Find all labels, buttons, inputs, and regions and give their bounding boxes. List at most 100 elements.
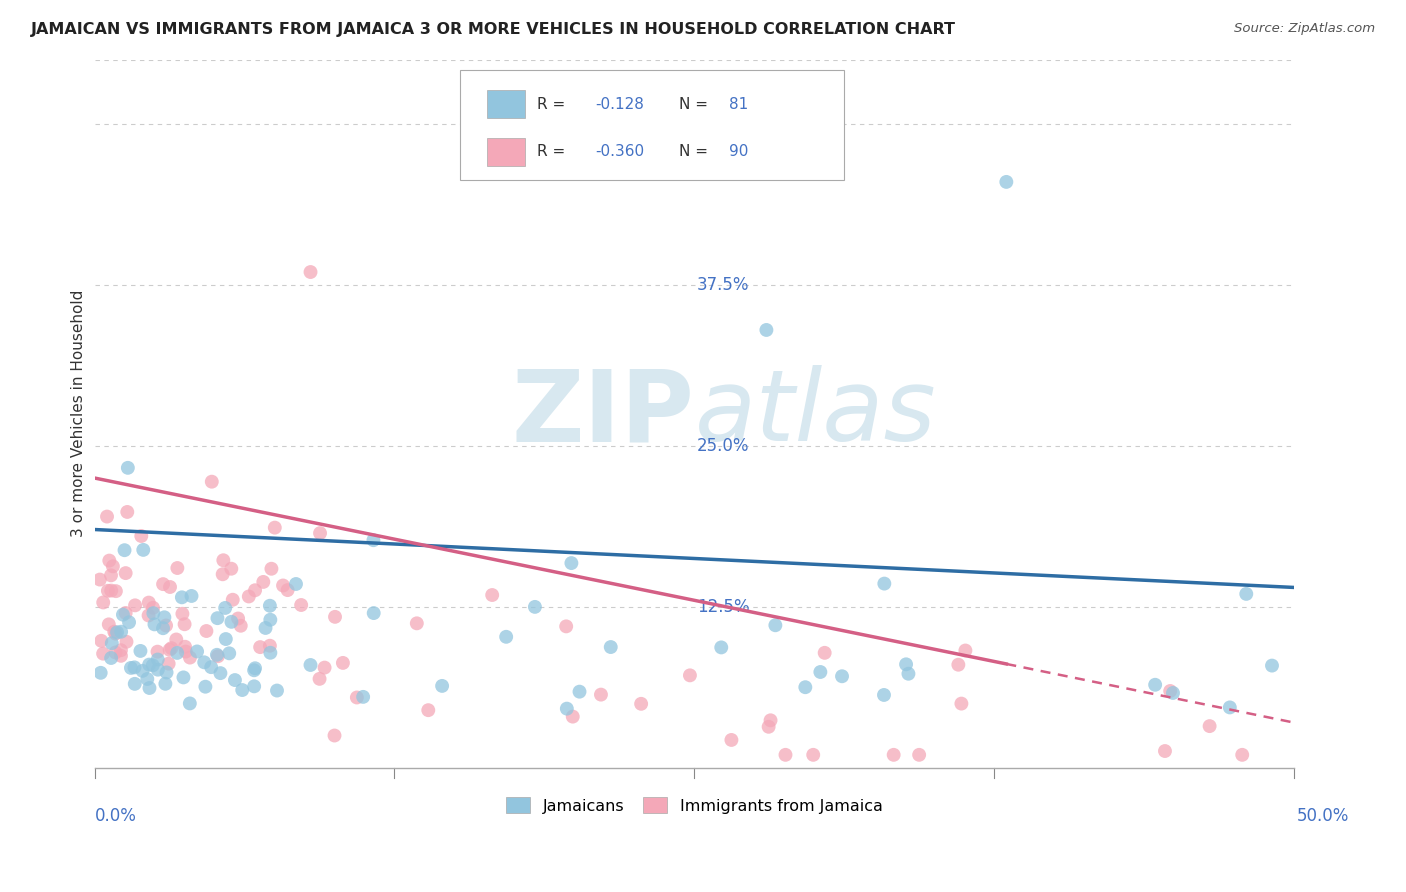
Point xyxy=(138,681,160,695)
Point xyxy=(214,601,236,615)
Point xyxy=(124,660,146,674)
Text: 25.0%: 25.0% xyxy=(697,437,749,455)
Point xyxy=(114,543,136,558)
Point xyxy=(801,747,824,762)
Point xyxy=(363,533,385,548)
Point xyxy=(165,632,187,647)
Point xyxy=(299,658,322,673)
Point xyxy=(1159,684,1181,698)
Text: R =: R = xyxy=(537,96,571,112)
Text: 81: 81 xyxy=(730,96,748,112)
Point xyxy=(794,680,817,694)
Point xyxy=(299,265,322,279)
Point xyxy=(138,608,160,623)
Point xyxy=(172,670,194,684)
Point xyxy=(146,663,169,677)
Point xyxy=(808,665,831,679)
Point xyxy=(363,606,385,620)
Point xyxy=(142,658,165,673)
Point xyxy=(231,683,253,698)
Text: -0.128: -0.128 xyxy=(595,96,644,112)
Point xyxy=(155,618,177,632)
Point xyxy=(97,583,120,598)
Point xyxy=(1144,678,1167,692)
Point xyxy=(172,607,194,621)
Point xyxy=(207,611,229,625)
Point xyxy=(243,663,266,677)
Point xyxy=(146,652,169,666)
FancyBboxPatch shape xyxy=(486,90,526,119)
Point xyxy=(309,526,332,541)
Point xyxy=(418,703,440,717)
Point xyxy=(561,709,583,723)
Point xyxy=(129,644,152,658)
Text: JAMAICAN VS IMMIGRANTS FROM JAMAICA 3 OR MORE VEHICLES IN HOUSEHOLD CORRELATION : JAMAICAN VS IMMIGRANTS FROM JAMAICA 3 OR… xyxy=(31,22,956,37)
Point xyxy=(194,680,217,694)
Point xyxy=(755,323,778,337)
Point xyxy=(142,606,165,620)
Point xyxy=(155,665,177,680)
Point xyxy=(91,647,114,661)
Point xyxy=(104,645,127,659)
Point xyxy=(277,583,299,598)
Point xyxy=(266,683,288,698)
Point xyxy=(560,556,582,570)
Point xyxy=(897,666,920,681)
Text: 37.5%: 37.5% xyxy=(697,276,749,293)
Point xyxy=(758,720,780,734)
Legend: Jamaicans, Immigrants from Jamaica: Jamaicans, Immigrants from Jamaica xyxy=(499,790,890,820)
Point xyxy=(495,630,517,644)
Point xyxy=(243,661,266,675)
Point xyxy=(146,645,169,659)
Text: -0.360: -0.360 xyxy=(595,145,644,160)
Point xyxy=(98,553,121,567)
Point xyxy=(160,641,183,656)
Point xyxy=(200,660,222,674)
Point xyxy=(1261,658,1284,673)
Point xyxy=(152,621,174,635)
Text: 0.0%: 0.0% xyxy=(94,806,136,824)
Point xyxy=(814,646,837,660)
Point xyxy=(259,639,281,653)
Point xyxy=(105,625,128,640)
Point xyxy=(215,632,238,646)
Point xyxy=(96,509,118,524)
Text: atlas: atlas xyxy=(695,365,936,462)
Point xyxy=(159,580,181,594)
Point xyxy=(114,566,136,580)
Point xyxy=(221,562,243,576)
Point xyxy=(1161,686,1184,700)
Y-axis label: 3 or more Vehicles in Household: 3 or more Vehicles in Household xyxy=(72,290,86,537)
Point xyxy=(143,617,166,632)
Point xyxy=(205,648,228,662)
Point xyxy=(555,701,578,715)
Point xyxy=(589,688,612,702)
Point xyxy=(271,578,294,592)
Point xyxy=(883,747,905,762)
Point xyxy=(179,697,201,711)
Point xyxy=(1219,700,1241,714)
Point xyxy=(955,643,977,657)
Text: Source: ZipAtlas.com: Source: ZipAtlas.com xyxy=(1234,22,1375,36)
Point xyxy=(159,642,181,657)
Point xyxy=(195,624,218,638)
Point xyxy=(630,697,652,711)
Point xyxy=(226,611,249,625)
Point xyxy=(430,679,453,693)
Point xyxy=(104,626,127,640)
Point xyxy=(759,714,782,728)
Point xyxy=(481,588,503,602)
Point xyxy=(138,596,160,610)
Point xyxy=(873,576,896,591)
Point xyxy=(352,690,374,704)
Point xyxy=(763,618,786,632)
Point xyxy=(218,646,240,660)
Point xyxy=(238,590,260,604)
Point xyxy=(138,657,160,672)
Point xyxy=(174,640,197,654)
Point xyxy=(131,664,153,678)
Point xyxy=(100,568,122,582)
Point xyxy=(1232,747,1254,762)
Point xyxy=(136,672,159,686)
Point xyxy=(114,606,136,620)
